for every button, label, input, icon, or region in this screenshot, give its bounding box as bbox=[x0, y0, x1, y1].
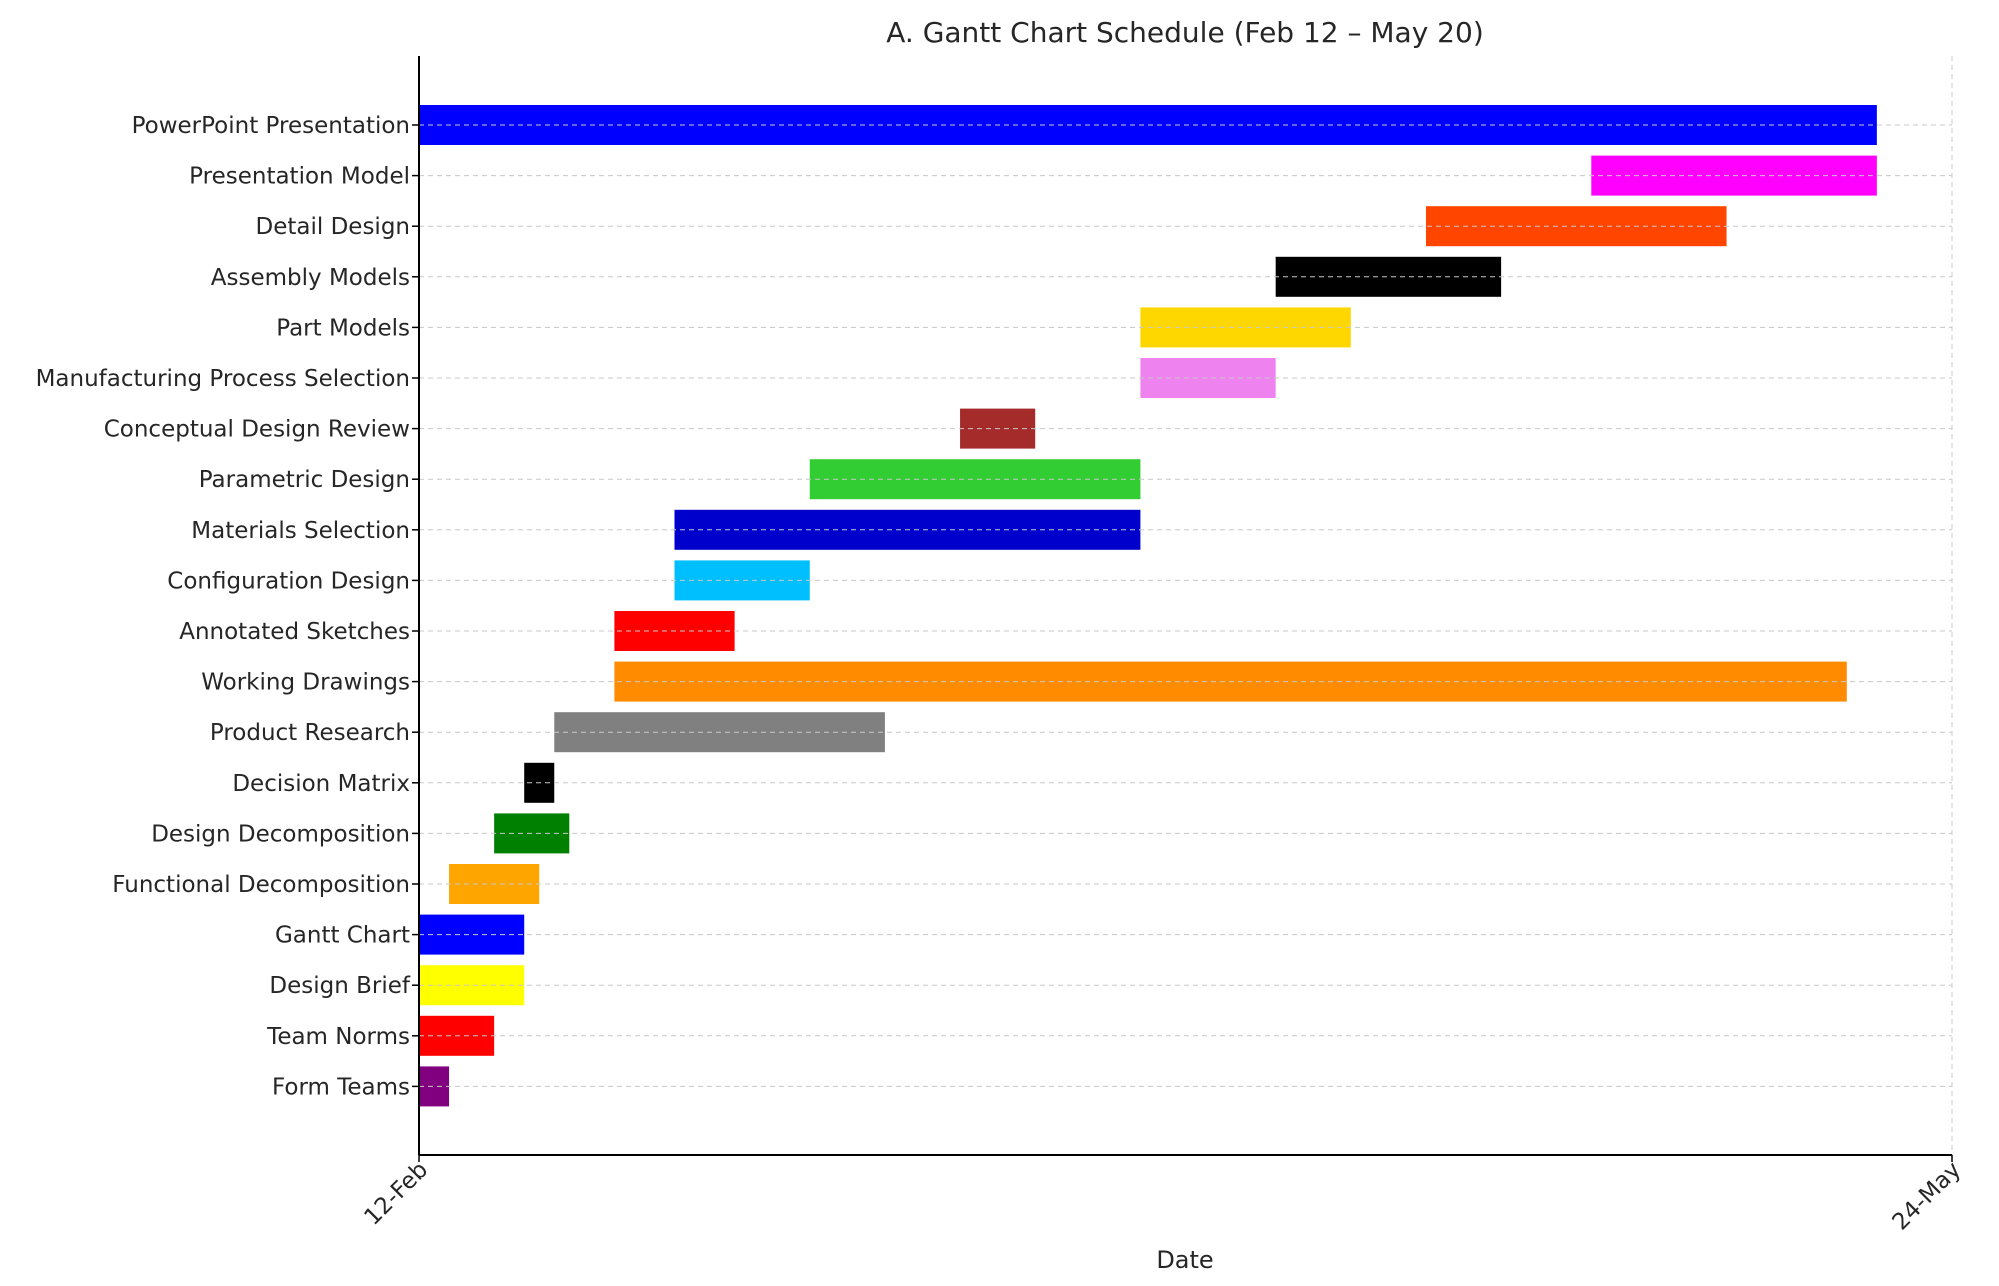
task-bars bbox=[419, 105, 1877, 1107]
task-label: Design Decomposition bbox=[151, 821, 410, 847]
task-bar bbox=[674, 560, 810, 601]
task-label: Configuration Design bbox=[167, 568, 410, 594]
task-label: Gantt Chart bbox=[275, 923, 410, 949]
task-label: Conceptual Design Review bbox=[104, 417, 410, 443]
task-label: Presentation Model bbox=[189, 164, 410, 190]
task-label: Assembly Models bbox=[211, 265, 410, 291]
task-bar bbox=[419, 1066, 450, 1107]
task-bar bbox=[809, 459, 1141, 500]
x-tick-label: 12-Feb bbox=[359, 1157, 433, 1231]
x-tick-label: 24-May bbox=[1888, 1157, 1967, 1236]
task-label: Part Models bbox=[276, 315, 410, 341]
task-label: Decision Matrix bbox=[232, 771, 410, 797]
task-bar bbox=[419, 914, 525, 955]
task-bar bbox=[419, 105, 1877, 145]
task-label: Form Teams bbox=[272, 1074, 410, 1100]
task-label: Annotated Sketches bbox=[179, 619, 410, 645]
task-label: Design Brief bbox=[269, 973, 410, 999]
task-label: Detail Design bbox=[256, 214, 410, 240]
axes bbox=[418, 56, 1952, 1156]
x-ticks: 12-Feb 24-May bbox=[359, 1155, 1966, 1235]
chart-title: A. Gantt Chart Schedule (Feb 12 – May 20… bbox=[886, 16, 1484, 49]
task-label: Manufacturing Process Selection bbox=[36, 366, 410, 392]
task-label: Working Drawings bbox=[201, 670, 410, 696]
task-label: Functional Decomposition bbox=[112, 872, 410, 898]
task-label: Team Norms bbox=[266, 1024, 410, 1050]
task-bar bbox=[419, 965, 525, 1006]
task-label: PowerPoint Presentation bbox=[132, 113, 410, 139]
task-label: Materials Selection bbox=[191, 518, 410, 544]
x-axis-label: Date bbox=[1156, 1246, 1213, 1274]
task-label: Product Research bbox=[210, 720, 410, 746]
task-labels: PowerPoint Presentation Presentation Mode… bbox=[36, 113, 419, 1100]
task-bar bbox=[1140, 358, 1276, 398]
task-label: Parametric Design bbox=[199, 467, 410, 493]
